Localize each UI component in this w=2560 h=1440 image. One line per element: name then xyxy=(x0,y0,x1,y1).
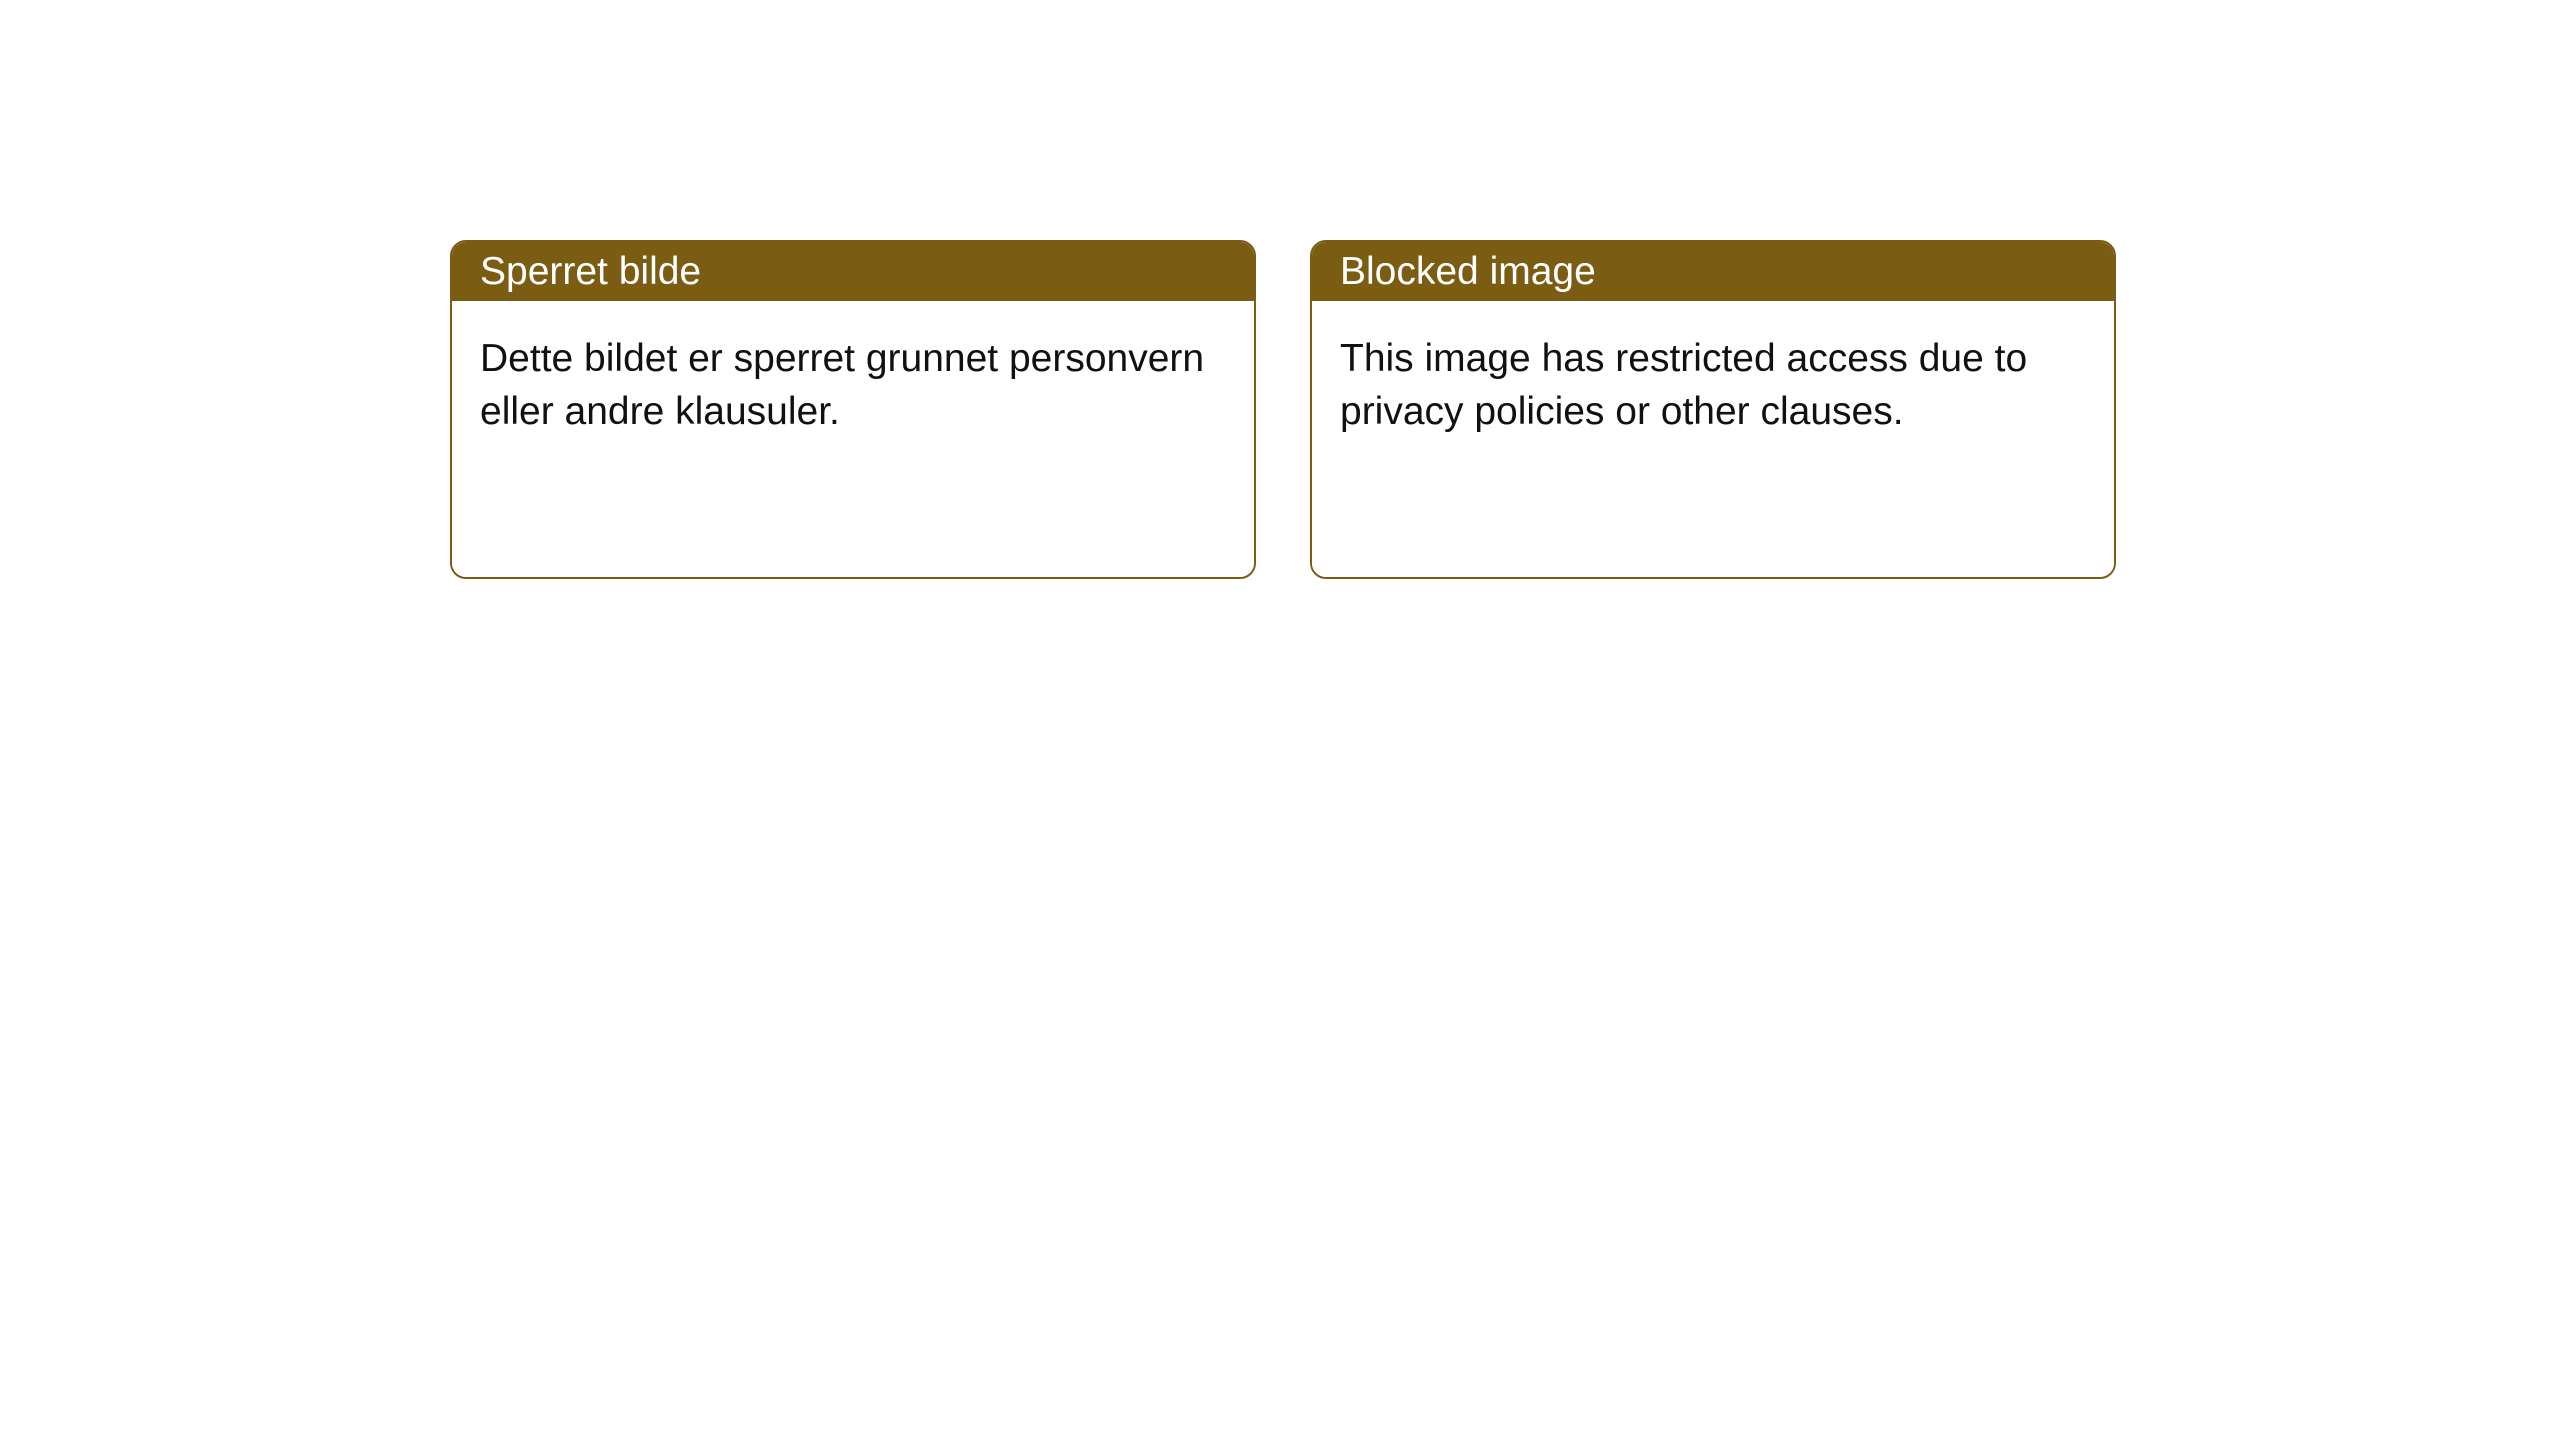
card-title: Blocked image xyxy=(1340,250,1596,294)
card-body: This image has restricted access due to … xyxy=(1312,301,2114,579)
notice-card-english: Blocked image This image has restricted … xyxy=(1310,240,2116,579)
card-body: Dette bildet er sperret grunnet personve… xyxy=(452,301,1254,579)
card-body-text: This image has restricted access due to … xyxy=(1340,337,2027,433)
card-header: Blocked image xyxy=(1312,242,2114,301)
card-title: Sperret bilde xyxy=(480,250,701,294)
notice-container: Sperret bilde Dette bildet er sperret gr… xyxy=(450,240,2116,579)
card-body-text: Dette bildet er sperret grunnet personve… xyxy=(480,337,1204,433)
notice-card-norwegian: Sperret bilde Dette bildet er sperret gr… xyxy=(450,240,1256,579)
card-header: Sperret bilde xyxy=(452,242,1254,301)
